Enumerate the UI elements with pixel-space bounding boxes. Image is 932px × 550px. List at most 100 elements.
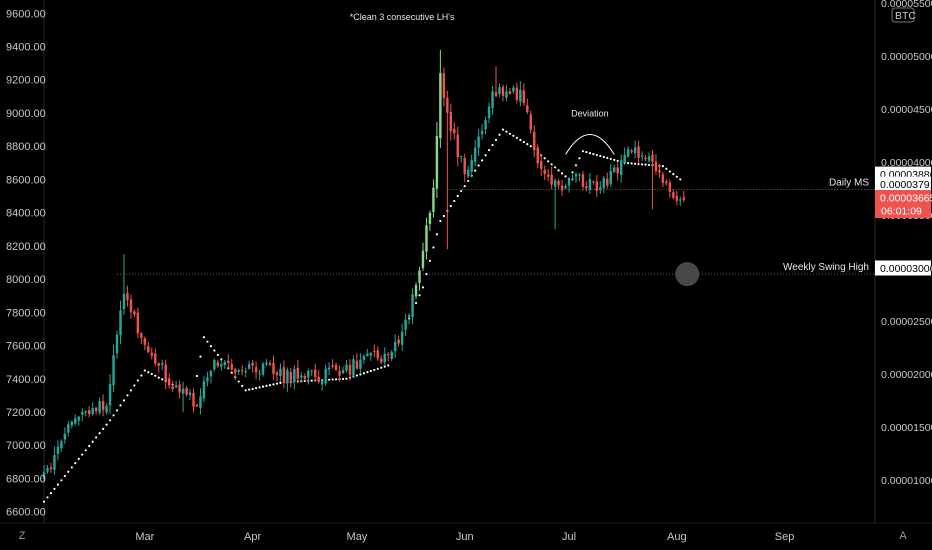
- candle-body: [362, 356, 366, 360]
- candle: [505, 85, 508, 102]
- candle: [644, 155, 647, 162]
- candle-body: [599, 187, 602, 190]
- candle-body: [477, 136, 480, 148]
- candle-body: [202, 381, 206, 399]
- candle-body: [602, 178, 606, 188]
- candle: [539, 154, 543, 177]
- candle-body: [442, 73, 446, 99]
- candle-body: [206, 377, 209, 382]
- candle: [282, 360, 286, 389]
- candle-body: [313, 369, 317, 378]
- candle: [473, 140, 477, 167]
- candle-body: [240, 370, 244, 372]
- sar-dot: [425, 273, 428, 276]
- candle: [407, 313, 411, 325]
- sar-dot: [647, 163, 651, 167]
- candle-body: [258, 373, 261, 375]
- sar-dot: [467, 179, 470, 183]
- sar-dot: [463, 184, 466, 188]
- candle-body: [154, 353, 157, 364]
- candle-body: [644, 157, 647, 160]
- sar-dot: [133, 384, 136, 387]
- candle: [91, 402, 94, 416]
- candle: [129, 294, 133, 319]
- sar-dot: [498, 133, 501, 136]
- candle-body: [675, 196, 679, 201]
- candle-body: [418, 270, 421, 283]
- sar-dot: [668, 170, 671, 173]
- sar-dot: [230, 371, 233, 374]
- circle-drawing[interactable]: [675, 262, 700, 287]
- candle-body: [331, 365, 334, 367]
- candle-body: [84, 411, 87, 413]
- right-tick-label: 0.00004500: [881, 104, 932, 116]
- candle-body: [529, 114, 532, 130]
- candle-body: [425, 225, 428, 252]
- sar-dot: [95, 436, 98, 439]
- sar-dot: [56, 483, 60, 486]
- time-tick-label: Aug: [667, 531, 687, 543]
- candle-body: [383, 353, 386, 363]
- candle-body: [98, 401, 101, 413]
- candle: [94, 406, 98, 415]
- candle-body: [553, 180, 557, 187]
- candle: [101, 394, 105, 417]
- annotation-text: Deviation: [571, 108, 609, 118]
- candle: [682, 190, 685, 203]
- candle-body: [526, 105, 529, 112]
- sar-dot: [129, 389, 133, 392]
- candle: [665, 179, 668, 186]
- candle-body: [543, 169, 546, 174]
- candle: [421, 242, 425, 272]
- sar-dot: [644, 163, 647, 166]
- candle: [508, 88, 512, 95]
- candle-body: [140, 333, 143, 338]
- left-tick-label: 6600.00: [6, 507, 46, 519]
- candle-body: [244, 370, 247, 373]
- candle: [310, 369, 313, 377]
- candle-body: [275, 372, 279, 376]
- candle-body: [397, 339, 400, 344]
- sar-dot: [550, 163, 553, 166]
- sar-dot: [42, 500, 46, 503]
- candle: [60, 439, 63, 453]
- candle: [637, 140, 640, 164]
- candle: [480, 124, 484, 140]
- candle: [578, 173, 581, 182]
- sar-dot: [606, 156, 609, 160]
- candle-body: [334, 364, 338, 370]
- price-marker-label: 0.00003791: [880, 179, 932, 191]
- candle: [477, 129, 480, 157]
- candle: [411, 288, 414, 325]
- left-tick-label: 8400.00: [6, 208, 46, 220]
- candle-body: [338, 370, 341, 376]
- candle-body: [574, 174, 578, 177]
- candle-body: [564, 186, 567, 189]
- sar-dot: [345, 377, 348, 380]
- candle-body: [317, 376, 320, 383]
- candle-body: [286, 369, 289, 384]
- candle: [428, 210, 432, 231]
- sar-dot: [418, 294, 421, 297]
- sar-dot: [494, 138, 498, 141]
- candle-body: [369, 352, 373, 356]
- candle: [122, 254, 126, 315]
- level-label: Daily MS: [829, 177, 869, 188]
- sar-dot: [630, 162, 633, 165]
- currency-badge[interactable]: BTC: [891, 7, 916, 23]
- left-price-axis[interactable]: 9600.00 9400.00 9200.00 9000.00 8800.00 8600.…: [6, 8, 46, 518]
- candle: [456, 126, 459, 167]
- candle: [543, 165, 546, 181]
- sar-dot: [380, 366, 383, 369]
- candle-body: [421, 250, 425, 269]
- candle: [185, 385, 188, 397]
- time-axis[interactable]: Mar Apr May Jun Jul Aug Sep: [135, 531, 794, 543]
- candle: [418, 267, 421, 291]
- candle: [623, 147, 626, 165]
- auto-scale-button[interactable]: A: [899, 530, 907, 542]
- candle-body: [178, 384, 181, 393]
- candle: [675, 190, 679, 206]
- timezone-button[interactable]: Z: [18, 530, 26, 542]
- candle-body: [487, 106, 491, 119]
